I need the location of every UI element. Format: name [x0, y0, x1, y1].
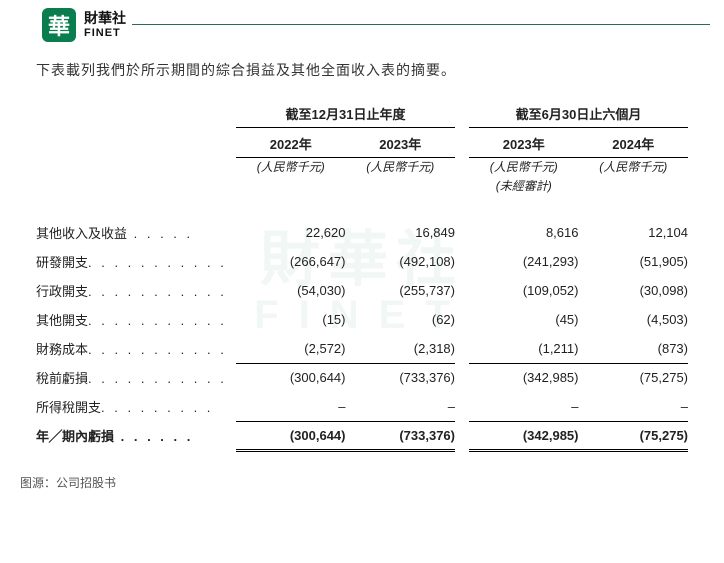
row-label: 行政開支	[36, 284, 88, 299]
table-row-total: 年╱期內虧損 . . . . . . (300,644) (733,376) (…	[36, 421, 688, 450]
row-label: 研發開支	[36, 255, 88, 270]
cell: (492,108)	[346, 247, 456, 276]
cell: 16,849	[346, 218, 456, 247]
cell: –	[469, 392, 579, 421]
row-label: 其他開支	[36, 313, 88, 328]
year-c1: 2022年	[236, 128, 346, 158]
cell: –	[236, 392, 346, 421]
table-row: 其他收入及收益 . . . . . 22,620 16,849 8,616 12…	[36, 218, 688, 247]
year-c3: 2023年	[469, 128, 579, 158]
logo-icon: 華	[42, 8, 76, 42]
table-row: 財務成本. . . . . . . . . . . (2,572) (2,318…	[36, 334, 688, 363]
cell: (54,030)	[236, 276, 346, 305]
row-label: 稅前虧損	[36, 371, 88, 386]
unit-c4: (人民幣千元)	[579, 158, 689, 178]
table-row: 所得稅開支. . . . . . . . . – – – –	[36, 392, 688, 421]
group-header-2: 截至6月30日止六個月	[469, 104, 688, 128]
unit-c2: (人民幣千元)	[346, 158, 456, 178]
cell: –	[579, 392, 689, 421]
source-note: 图源：公司招股书	[0, 462, 724, 491]
header-rule	[90, 24, 710, 25]
cell: (30,098)	[579, 276, 689, 305]
unit-row: (人民幣千元) (人民幣千元) (人民幣千元) (人民幣千元)	[36, 158, 688, 178]
financial-table: 截至12月31日止年度 截至6月30日止六個月 2022年 2023年 2023…	[36, 104, 688, 452]
cell: (255,737)	[346, 276, 456, 305]
cell: 8,616	[469, 218, 579, 247]
note-row: (未經審計)	[36, 177, 688, 204]
cell: (1,211)	[469, 334, 579, 363]
cell: 12,104	[579, 218, 689, 247]
brand-name-en: FINET	[84, 27, 126, 39]
cell: (75,275)	[579, 421, 689, 450]
cell: (342,985)	[469, 421, 579, 450]
row-label: 年╱期內虧損	[36, 429, 114, 444]
cell: (266,647)	[236, 247, 346, 276]
brand-name-cn: 財華社	[84, 11, 126, 26]
cell: (51,905)	[579, 247, 689, 276]
cell: (300,644)	[236, 421, 346, 450]
table-row: 研發開支. . . . . . . . . . . (266,647) (492…	[36, 247, 688, 276]
cell: (300,644)	[236, 363, 346, 392]
cell: (4,503)	[579, 305, 689, 334]
cell: (2,572)	[236, 334, 346, 363]
unaudited-note: (未經審計)	[469, 177, 579, 204]
year-row: 2022年 2023年 2023年 2024年	[36, 128, 688, 158]
brand-block: 財華社 FINET	[84, 11, 132, 38]
year-c4: 2024年	[579, 128, 689, 158]
cell: (75,275)	[579, 363, 689, 392]
cell: 22,620	[236, 218, 346, 247]
cell: (733,376)	[346, 363, 456, 392]
cell: –	[346, 392, 456, 421]
table-row: 稅前虧損. . . . . . . . . . . (300,644) (733…	[36, 363, 688, 392]
page-header: 華 財華社 FINET	[0, 0, 724, 42]
cell: (45)	[469, 305, 579, 334]
row-label: 財務成本	[36, 342, 88, 357]
group-header-1: 截至12月31日止年度	[236, 104, 455, 128]
row-label: 其他收入及收益	[36, 226, 127, 241]
unit-c1: (人民幣千元)	[236, 158, 346, 178]
cell: (2,318)	[346, 334, 456, 363]
cell: (733,376)	[346, 421, 456, 450]
content-area: 下表載列我們於所示期間的綜合損益及其他全面收入表的摘要。 截至12月31日止年度…	[0, 42, 724, 462]
year-c2: 2023年	[346, 128, 456, 158]
cell: (109,052)	[469, 276, 579, 305]
group-header-row: 截至12月31日止年度 截至6月30日止六個月	[36, 104, 688, 128]
table-row: 其他開支. . . . . . . . . . . (15) (62) (45)…	[36, 305, 688, 334]
cell: (873)	[579, 334, 689, 363]
row-label: 所得稅開支	[36, 400, 101, 415]
table-row: 行政開支. . . . . . . . . . . (54,030) (255,…	[36, 276, 688, 305]
unit-c3: (人民幣千元)	[469, 158, 579, 178]
cell: (342,985)	[469, 363, 579, 392]
cell: (62)	[346, 305, 456, 334]
intro-text: 下表載列我們於所示期間的綜合損益及其他全面收入表的摘要。	[36, 60, 688, 80]
cell: (15)	[236, 305, 346, 334]
cell: (241,293)	[469, 247, 579, 276]
